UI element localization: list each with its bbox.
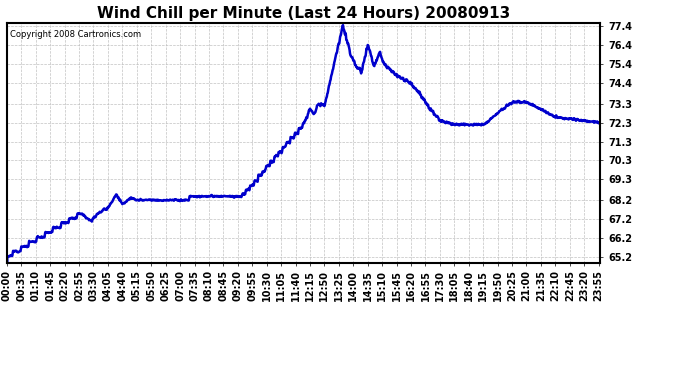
Title: Wind Chill per Minute (Last 24 Hours) 20080913: Wind Chill per Minute (Last 24 Hours) 20… — [97, 6, 510, 21]
Text: Copyright 2008 Cartronics.com: Copyright 2008 Cartronics.com — [10, 30, 141, 39]
